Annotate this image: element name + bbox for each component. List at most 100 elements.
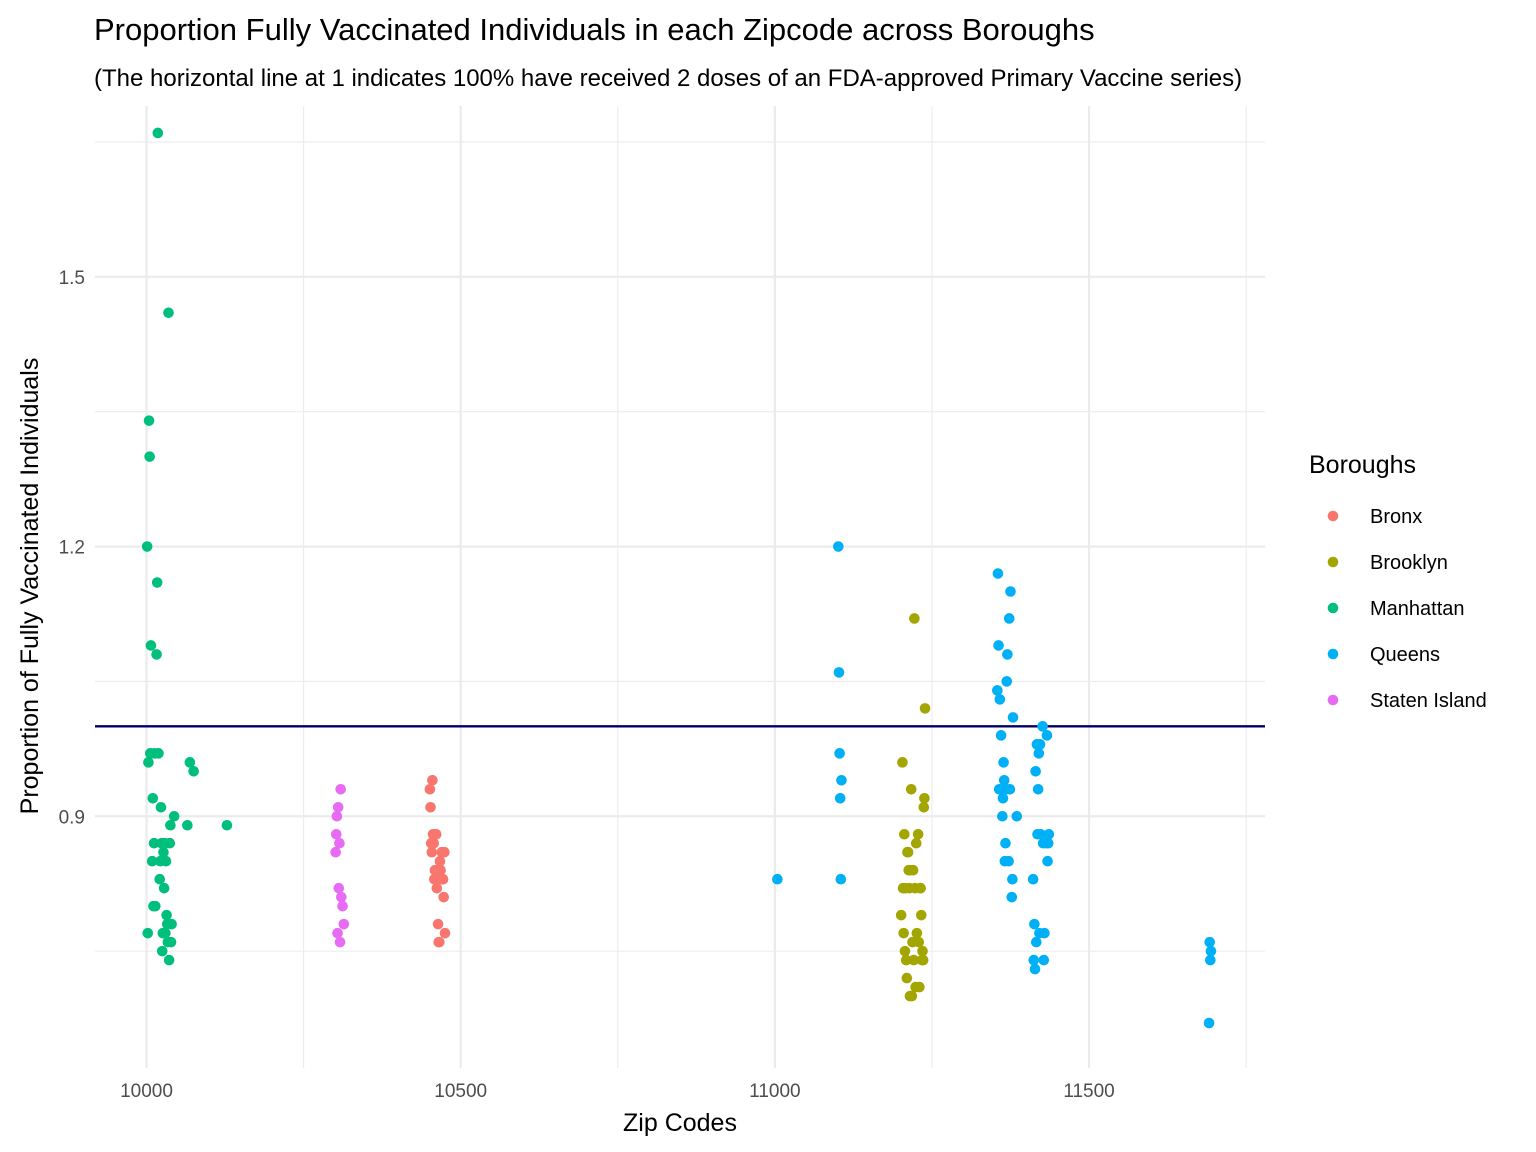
data-point xyxy=(144,451,155,462)
series-staten-island xyxy=(330,783,350,948)
data-point xyxy=(184,757,196,768)
y-axis-title: Proportion of Fully Vaccinated Individua… xyxy=(16,358,44,815)
data-point xyxy=(1000,837,1011,849)
data-point xyxy=(164,837,176,849)
data-point xyxy=(899,828,910,840)
data-point xyxy=(898,927,909,939)
legend-swatch xyxy=(1327,648,1339,660)
y-tick-label: 1.2 xyxy=(59,538,85,559)
data-point xyxy=(1037,721,1048,732)
series-manhattan xyxy=(141,127,233,966)
data-point xyxy=(165,819,176,831)
data-point xyxy=(426,846,438,858)
data-point xyxy=(161,909,172,921)
data-point xyxy=(147,792,159,804)
data-point xyxy=(1034,739,1046,750)
data-point xyxy=(1043,828,1055,840)
legend-item: Queens xyxy=(1327,644,1440,666)
data-point xyxy=(1007,712,1019,723)
data-point xyxy=(834,792,846,804)
data-point xyxy=(163,307,174,319)
data-point xyxy=(992,568,1004,579)
data-point xyxy=(424,783,436,795)
series-brooklyn xyxy=(895,613,931,1002)
data-point xyxy=(833,667,845,678)
data-point xyxy=(911,927,923,939)
data-point xyxy=(332,927,343,939)
legend: Boroughs Bronx Brooklyn Manhattan Queens Sta… xyxy=(1309,451,1487,712)
x-tick-label: 10000 xyxy=(120,1081,173,1102)
legend-swatch xyxy=(1327,694,1339,706)
data-point xyxy=(915,882,926,894)
data-point xyxy=(439,846,450,858)
data-point xyxy=(907,864,919,876)
data-point xyxy=(336,891,347,903)
data-point xyxy=(430,828,442,840)
data-point xyxy=(899,945,911,957)
minor-gridlines xyxy=(95,106,1265,1068)
data-point xyxy=(428,837,439,849)
data-point xyxy=(906,990,918,1002)
data-point xyxy=(1030,766,1041,777)
data-point xyxy=(338,918,350,930)
data-point xyxy=(1030,936,1042,948)
legend-label: Queens xyxy=(1370,644,1440,666)
data-point xyxy=(160,927,171,939)
data-point xyxy=(1205,954,1216,966)
data-point xyxy=(919,703,931,714)
data-point xyxy=(1205,945,1217,957)
legend-label: Brooklyn xyxy=(1370,552,1448,574)
data-point xyxy=(143,415,155,426)
legend-item: Staten Island xyxy=(1327,690,1487,712)
data-point xyxy=(145,640,157,651)
data-point xyxy=(995,730,1007,741)
data-point xyxy=(431,882,443,894)
plot-panel xyxy=(95,106,1265,1068)
data-point xyxy=(438,891,450,903)
data-point xyxy=(915,909,927,921)
data-point xyxy=(1011,810,1023,822)
data-point xyxy=(912,828,924,840)
data-point xyxy=(772,873,783,885)
data-point xyxy=(997,810,1008,822)
data-point xyxy=(992,685,1003,696)
data-point xyxy=(1004,783,1016,795)
data-point xyxy=(182,819,193,831)
series-queens xyxy=(772,541,1217,1029)
data-point xyxy=(897,757,908,768)
major-gridlines xyxy=(95,106,1265,1068)
data-point xyxy=(1029,963,1041,975)
data-point xyxy=(1042,855,1053,867)
data-point xyxy=(168,810,180,822)
chart-title: Proportion Fully Vaccinated Individuals … xyxy=(94,12,1095,47)
x-tick-label: 10500 xyxy=(434,1081,487,1102)
data-point xyxy=(909,613,920,624)
data-point xyxy=(1039,927,1050,939)
data-point xyxy=(1003,613,1015,624)
data-point xyxy=(432,918,444,930)
data-point xyxy=(919,792,930,804)
data-point xyxy=(150,900,161,912)
data-point xyxy=(908,954,920,966)
data-point xyxy=(425,801,436,813)
data-point xyxy=(337,900,348,912)
data-point xyxy=(998,774,1010,786)
y-tick-label: 1.5 xyxy=(59,268,85,289)
data-point xyxy=(905,783,917,795)
data-point xyxy=(902,846,914,858)
data-point xyxy=(1041,730,1053,741)
data-point xyxy=(1001,676,1013,687)
x-tick-label: 11000 xyxy=(749,1081,800,1102)
data-point xyxy=(1028,954,1040,966)
legend-label: Manhattan xyxy=(1370,598,1465,620)
x-axis-tick-labels: 10000 10500 11000 11500 xyxy=(120,1081,1115,1102)
data-point xyxy=(166,918,177,930)
data-point xyxy=(833,541,844,552)
data-point xyxy=(913,936,925,948)
legend-item: Brooklyn xyxy=(1327,552,1448,574)
data-point xyxy=(993,640,1004,651)
series-bronx xyxy=(424,774,451,948)
data-point xyxy=(1032,783,1044,795)
legend-label: Bronx xyxy=(1370,506,1422,528)
